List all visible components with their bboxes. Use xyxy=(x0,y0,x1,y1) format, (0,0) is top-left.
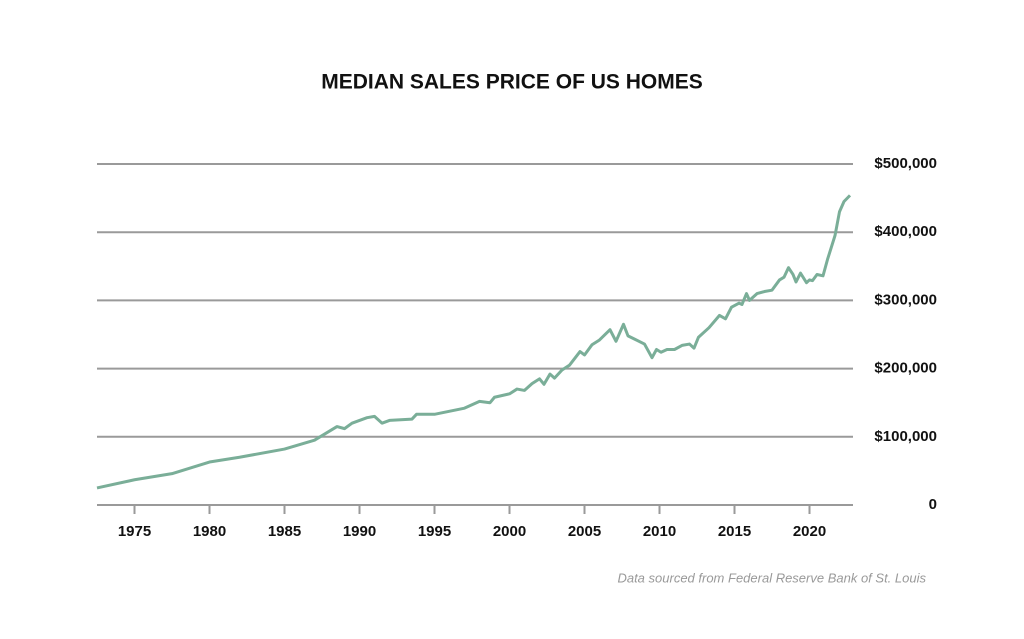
y-tick-label: $400,000 xyxy=(874,223,937,240)
y-tick-label: 0 xyxy=(929,496,937,513)
source-note: Data sourced from Federal Reserve Bank o… xyxy=(617,570,926,585)
x-tick-label: 1990 xyxy=(343,523,376,540)
price-line xyxy=(96,194,852,490)
x-tick-label: 2010 xyxy=(643,523,676,540)
x-tick-label: 1995 xyxy=(418,523,451,540)
y-tick-label: $500,000 xyxy=(874,155,937,172)
x-tick-label: 2020 xyxy=(793,523,826,540)
x-tick-label: 2000 xyxy=(493,523,526,540)
x-tick-label: 1975 xyxy=(118,523,151,540)
x-tick-label: 1985 xyxy=(268,523,301,540)
chart-title: MEDIAN SALES PRICE OF US HOMES xyxy=(321,71,703,94)
y-tick-label: $200,000 xyxy=(874,360,937,377)
x-tick-label: 2015 xyxy=(718,523,751,540)
y-tick-label: $100,000 xyxy=(874,428,937,445)
y-tick-label: $300,000 xyxy=(874,291,937,308)
x-tick-label: 2005 xyxy=(568,523,601,540)
x-tick-label: 1980 xyxy=(193,523,226,540)
